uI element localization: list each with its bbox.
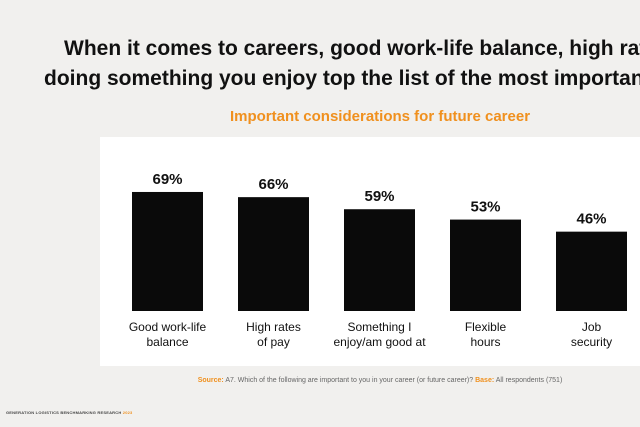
headline-line-2: doing something you enjoy top the list o…	[44, 67, 640, 90]
data-label-0: 69%	[152, 171, 182, 188]
footer-year: 2023	[122, 410, 133, 415]
category-label-0-line-0: Good work-life	[129, 320, 207, 334]
data-label-3: 53%	[470, 199, 500, 216]
base-label: Base:	[475, 377, 495, 384]
data-label-1: 66%	[258, 176, 288, 193]
category-label-1-line-0: High rates	[246, 320, 301, 334]
chart-panel: 69% Good work-life balance 66% High rates of …	[100, 137, 640, 366]
source-text: A7. Which of the following are important…	[223, 377, 476, 384]
category-label-4-line-0: Job	[582, 320, 602, 334]
footer-text: GENERATION LOGISTICS BENCHMARKING RESEAR…	[6, 410, 123, 415]
category-label-2-line-0: Something I	[347, 320, 411, 334]
footer: GENERATION LOGISTICS BENCHMARKING RESEAR…	[6, 410, 132, 415]
source-note: Source: A7. Which of the following are i…	[0, 377, 640, 384]
data-label-2: 59%	[364, 188, 394, 205]
category-label-2-line-1: enjoy/am good at	[333, 335, 426, 349]
chart-title: Important considerations for future care…	[229, 108, 531, 125]
headline: When it comes to careers, good work-life…	[0, 34, 640, 94]
base-text: All respondents (751)	[494, 377, 563, 384]
bar-4	[556, 231, 627, 311]
bar-1	[238, 197, 309, 311]
category-label-3-line-0: Flexible	[465, 320, 507, 334]
headline-line-1: When it comes to careers, good work-life…	[64, 37, 640, 60]
data-label-4: 46%	[576, 211, 606, 228]
category-label-1-line-1: of pay	[257, 335, 290, 349]
bar-2	[344, 209, 415, 311]
bar-0	[132, 191, 203, 311]
category-label-3-line-1: hours	[470, 335, 500, 349]
category-label-4-line-1: security	[571, 335, 612, 349]
source-label: Source:	[197, 377, 224, 384]
bar-3	[450, 219, 521, 311]
category-label-0-line-1: balance	[146, 335, 188, 349]
